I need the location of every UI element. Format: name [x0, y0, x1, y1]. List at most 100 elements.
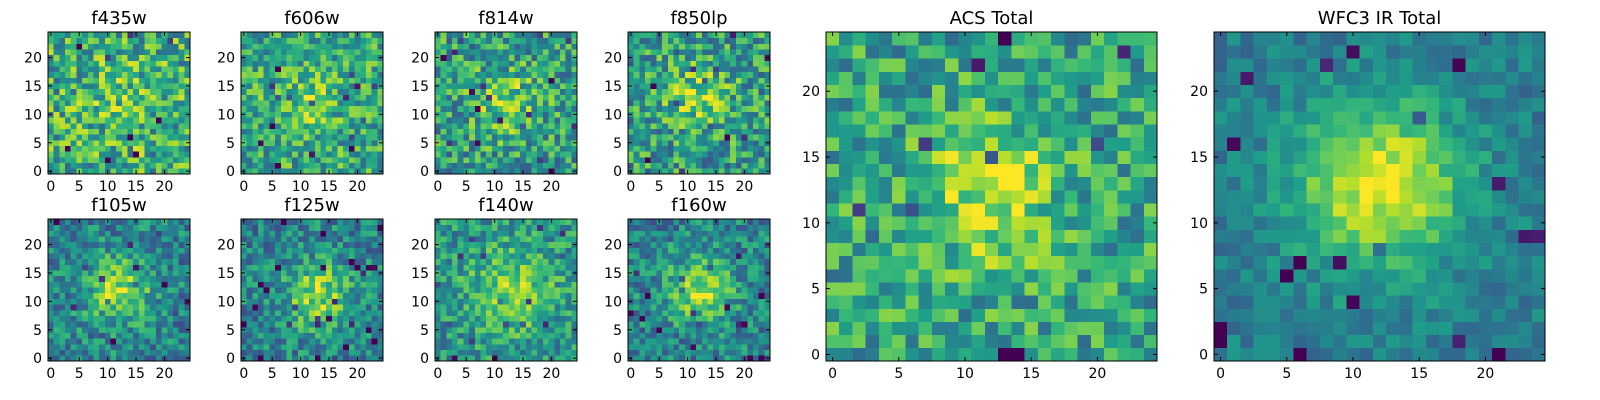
heatmap-cell: [348, 275, 355, 282]
heatmap-cell: [735, 32, 742, 39]
heatmap-cell: [65, 338, 72, 345]
heatmap-cell: [645, 122, 652, 129]
heatmap-cell: [565, 230, 572, 237]
heatmap-cell: [662, 71, 669, 78]
heatmap-cell: [65, 219, 72, 226]
heatmap-cell: [150, 32, 157, 39]
heatmap-cell: [343, 128, 350, 135]
heatmap-cell: [735, 287, 742, 294]
heatmap-cell: [314, 151, 321, 158]
heatmap-cell: [116, 156, 123, 164]
heatmap-cell: [161, 134, 168, 141]
heatmap-cell: [514, 264, 521, 271]
heatmap-cell: [503, 241, 510, 248]
heatmap-cell: [297, 145, 304, 152]
heatmap-cell: [730, 71, 737, 78]
heatmap-cell: [337, 128, 344, 135]
heatmap-cell: [184, 304, 191, 311]
heatmap-cell: [286, 304, 293, 311]
heatmap-cell: [82, 54, 89, 61]
heatmap-cell: [116, 37, 123, 44]
heatmap-cell: [491, 292, 498, 299]
heatmap-cell: [309, 151, 316, 158]
heatmap-cell: [241, 332, 248, 339]
heatmap-cell: [457, 145, 464, 152]
heatmap-cell: [138, 315, 145, 322]
heatmap-cell: [263, 71, 270, 78]
heatmap-cell: [354, 66, 361, 73]
heatmap-cell: [690, 49, 697, 56]
heatmap-cell: [155, 355, 162, 362]
heatmap-cell: [713, 77, 720, 84]
heatmap-cell: [161, 230, 168, 237]
heatmap-cell: [752, 94, 760, 101]
heatmap-cell: [241, 122, 248, 129]
heatmap-cell: [486, 224, 493, 231]
heatmap-cell: [133, 275, 140, 282]
heatmap-cell: [275, 139, 282, 146]
axes-frame: [434, 218, 578, 362]
heatmap-cell: [343, 168, 350, 175]
heatmap-cell: [741, 343, 748, 351]
heatmap-cell: [258, 145, 265, 152]
heatmap-cell: [724, 128, 731, 135]
heatmap-cell: [486, 275, 493, 282]
heatmap-cell: [93, 338, 100, 345]
heatmap-cell: [280, 37, 287, 44]
heatmap-cell: [155, 287, 162, 294]
heatmap-cell: [747, 139, 754, 146]
heatmap-cell: [65, 66, 72, 73]
heatmap-cell: [76, 83, 83, 90]
heatmap-cell: [491, 71, 498, 78]
heatmap-cell: [758, 321, 765, 328]
heatmap-cell: [684, 145, 691, 152]
heatmap-cell: [309, 304, 316, 311]
heatmap-cell: [116, 315, 123, 322]
heatmap-cell: [559, 100, 567, 107]
heatmap-cell: [99, 258, 106, 265]
heatmap-cell: [645, 111, 652, 118]
heatmap-cell: [155, 105, 162, 112]
heatmap-cell: [241, 151, 248, 158]
heatmap-cell: [480, 94, 487, 101]
heatmap-cell: [537, 168, 544, 175]
heatmap-cell: [70, 168, 77, 175]
heatmap-cell: [65, 304, 72, 311]
heatmap-cell: [161, 66, 168, 73]
heatmap-cell: [155, 156, 162, 164]
heatmap-cell: [178, 321, 185, 328]
heatmap-cell: [252, 122, 259, 129]
heatmap-cell: [718, 94, 725, 101]
heatmap-cell: [286, 224, 293, 231]
heatmap-cell: [331, 122, 338, 129]
heatmap-cell: [446, 247, 453, 254]
heatmap-cell: [309, 94, 316, 101]
heatmap-cell: [542, 32, 549, 39]
heatmap-cell: [452, 43, 459, 50]
heatmap-cell: [764, 338, 771, 345]
heatmap-cell: [93, 292, 100, 299]
heatmap-cell: [559, 122, 567, 129]
heatmap-cell: [59, 54, 66, 61]
heatmap-cell: [292, 105, 299, 112]
heatmap-cell: [764, 145, 771, 152]
heatmap-cell: [127, 349, 134, 356]
x-tick-label: 0: [239, 366, 248, 382]
heatmap-cell: [639, 117, 646, 124]
heatmap-cell: [565, 88, 572, 95]
heatmap-cell: [178, 60, 185, 67]
heatmap-cell: [452, 49, 459, 56]
heatmap-cell: [365, 117, 373, 124]
heatmap-cell: [764, 287, 771, 294]
heatmap-cell: [469, 241, 476, 248]
heatmap-cell: [469, 349, 476, 356]
heatmap-cell: [452, 315, 459, 322]
heatmap-cell: [297, 100, 304, 107]
x-tick-label: 20: [543, 366, 561, 382]
heatmap-cell: [656, 275, 663, 282]
heatmap-cell: [724, 321, 731, 328]
heatmap-cell: [639, 71, 646, 78]
heatmap-cell: [435, 264, 442, 271]
heatmap-cell: [377, 32, 384, 39]
heatmap-cell: [150, 349, 157, 356]
